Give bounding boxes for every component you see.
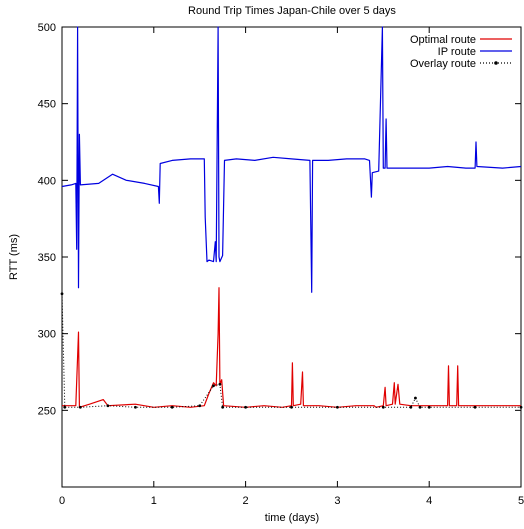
overlay-route-point <box>60 292 64 296</box>
legend-optimal-route: Optimal route <box>410 34 512 46</box>
y-tick-label: 250 <box>38 405 56 417</box>
overlay-route-point <box>427 405 431 409</box>
overlay-route-point <box>63 405 67 409</box>
ip-route-line <box>61 26 522 293</box>
y-tick-label: 350 <box>38 252 56 264</box>
overlay-route-point <box>78 405 82 409</box>
overlay-route-point <box>218 382 222 386</box>
overlay-route-point <box>473 405 477 409</box>
x-tick-label: 5 <box>518 495 524 507</box>
axis-ticks <box>61 26 522 487</box>
legend-label: Overlay route <box>410 58 476 70</box>
y-tick-label: 500 <box>38 22 56 34</box>
y-tick-label: 300 <box>38 329 56 341</box>
optimal-route-line <box>62 287 521 408</box>
y-tick-label: 400 <box>38 175 56 187</box>
x-tick-label: 3 <box>334 495 340 507</box>
series-layer <box>60 26 523 409</box>
overlay-route-point <box>106 404 110 408</box>
x-tick-label: 4 <box>426 495 432 507</box>
overlay-route-point <box>198 404 202 408</box>
overlay-route-point <box>519 405 523 409</box>
overlay-route-point <box>414 396 417 400</box>
overlay-route-point <box>170 405 174 409</box>
legend-label: IP route <box>438 46 476 58</box>
x-tick-label: 0 <box>59 495 65 507</box>
x-tick-label: 2 <box>243 495 249 507</box>
chart-title: Round Trip Times Japan-Chile over 5 days <box>188 5 396 17</box>
x-tick-label: 1 <box>151 495 157 507</box>
legend-overlay-route: Overlay route <box>410 58 512 70</box>
legend-marker <box>494 61 498 65</box>
overlay-route-point <box>409 405 413 409</box>
overlay-route-point <box>221 405 225 409</box>
plot-frame <box>61 26 522 488</box>
y-axis-label: RTT (ms) <box>8 234 20 280</box>
x-axis-label: time (days) <box>265 512 319 524</box>
overlay-route-point <box>212 384 215 388</box>
overlay-route-point <box>418 405 422 409</box>
y-tick-label: 450 <box>38 99 56 111</box>
overlay-route-point <box>134 405 137 409</box>
overlay-route-point <box>290 405 293 409</box>
tick-labels: 0 1 2 3 4 5 250 300 350 400 450 500 <box>38 22 524 507</box>
overlay-route-point <box>336 405 339 409</box>
overlay-route-point <box>244 405 248 409</box>
legend-ip-route: IP route <box>438 46 512 58</box>
overlay-route-point <box>381 405 385 409</box>
legend-label: Optimal route <box>410 34 476 46</box>
